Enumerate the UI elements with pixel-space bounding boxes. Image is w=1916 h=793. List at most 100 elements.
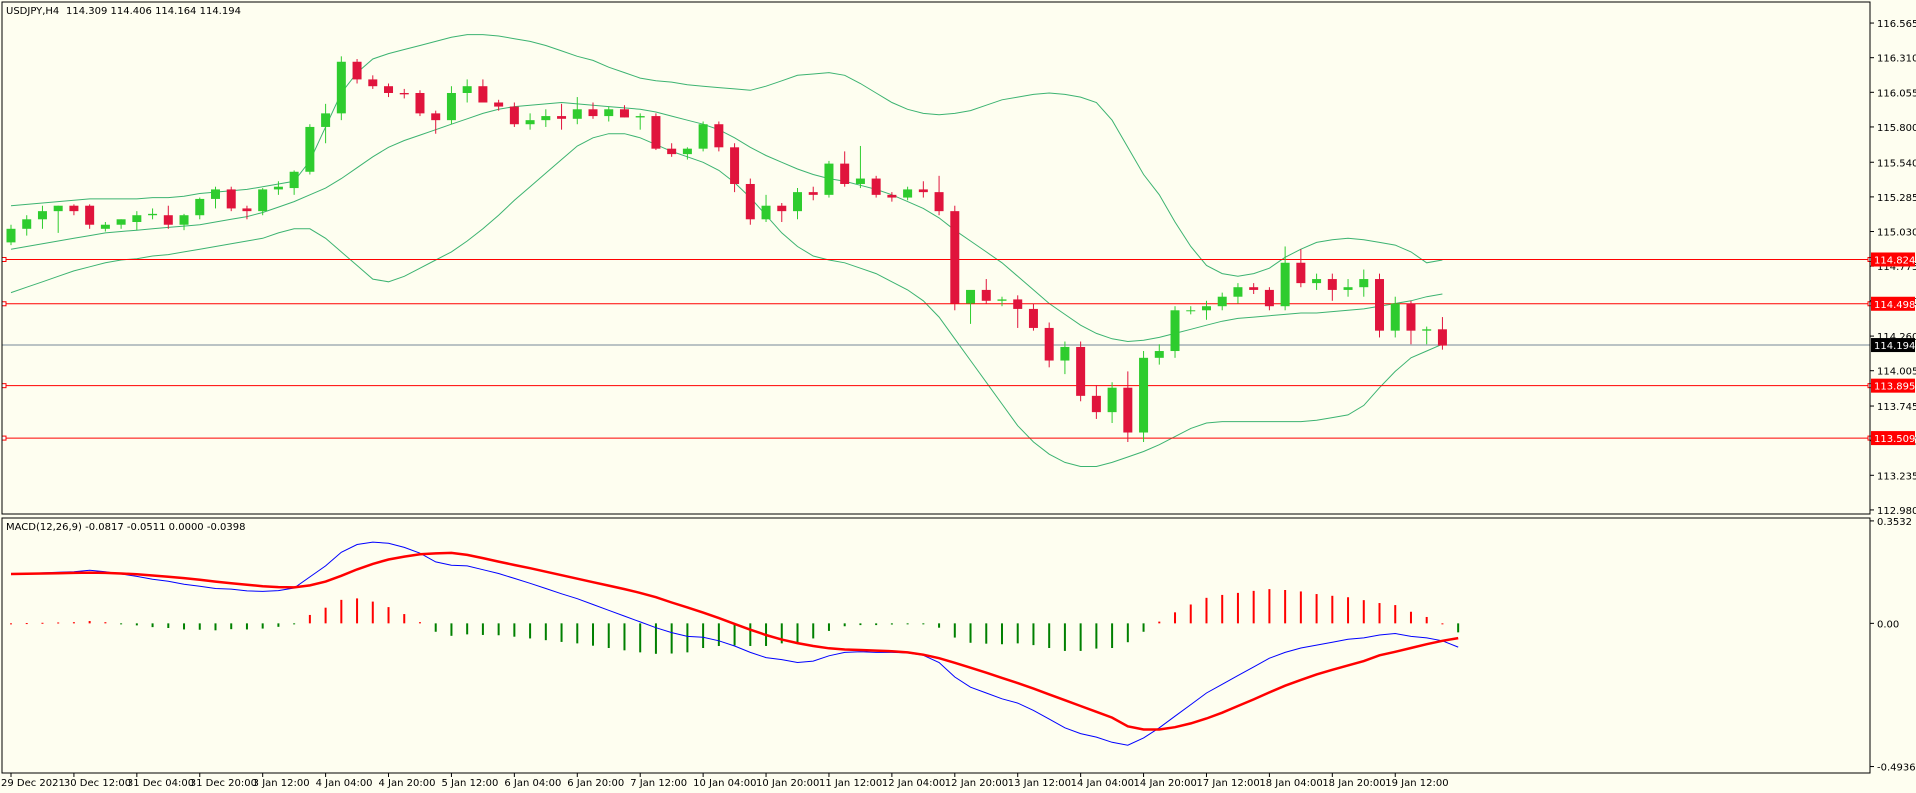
candle-bull[interactable] (1390, 303, 1400, 331)
candle-bear[interactable] (1044, 327, 1054, 361)
candle-bear[interactable] (368, 79, 378, 87)
candles-group[interactable] (6, 56, 1447, 443)
candle-bull[interactable] (1107, 387, 1117, 413)
candle-bear[interactable] (651, 116, 661, 149)
candle-bear[interactable] (399, 92, 409, 95)
candle-bull[interactable] (793, 192, 802, 212)
candle-bull[interactable] (210, 189, 220, 199)
candle-bear[interactable] (1375, 279, 1385, 331)
candle-bull[interactable] (1422, 329, 1432, 331)
candle-bear[interactable] (1437, 329, 1447, 346)
candle-bull[interactable] (22, 219, 32, 229)
candle-bull[interactable] (1233, 287, 1243, 297)
candle-bear[interactable] (1264, 289, 1274, 307)
candle-bear[interactable] (730, 147, 740, 184)
candle-bear[interactable] (69, 205, 79, 212)
candle-bear[interactable] (352, 61, 362, 80)
candle-bear[interactable] (478, 86, 488, 103)
candle-bear[interactable] (934, 192, 944, 212)
candle-bear[interactable] (619, 109, 629, 118)
candle-bull[interactable] (1343, 287, 1353, 290)
candle-bear[interactable] (1406, 303, 1416, 331)
candle-bear[interactable] (85, 205, 95, 225)
candle-bull[interactable] (824, 163, 834, 195)
candle-bear[interactable] (1327, 279, 1337, 290)
candle-bull[interactable] (305, 126, 315, 172)
candle-bear[interactable] (415, 92, 425, 114)
candle-bear[interactable] (745, 183, 755, 220)
candle-bear[interactable] (667, 148, 677, 155)
candle-bear[interactable] (1076, 346, 1086, 396)
candle-bear[interactable] (226, 189, 236, 209)
candle-bear[interactable] (808, 192, 818, 195)
candle-bull[interactable] (855, 178, 865, 184)
level-anchor-handle[interactable] (1, 383, 7, 389)
candle-bull[interactable] (604, 109, 614, 117)
candle-bull[interactable] (258, 189, 268, 212)
candle-bull[interactable] (541, 116, 551, 121)
candle-bull[interactable] (1359, 279, 1369, 288)
candle-bull[interactable] (1201, 306, 1211, 311)
candle-bear[interactable] (1296, 262, 1306, 284)
level-anchor-handle[interactable] (1, 435, 7, 441)
candle-bull[interactable] (195, 198, 205, 216)
candle-bear[interactable] (1249, 287, 1259, 290)
candle-bull[interactable] (1217, 296, 1227, 307)
candle-bull[interactable] (1186, 310, 1196, 312)
candle-bull[interactable] (289, 171, 299, 189)
candle-bull[interactable] (682, 148, 692, 155)
candle-bear[interactable] (871, 178, 881, 195)
candle-bull[interactable] (321, 113, 331, 127)
candle-bear[interactable] (509, 106, 519, 125)
candle-bull[interactable] (53, 205, 63, 212)
candle-bull[interactable] (37, 211, 47, 220)
candle-bear[interactable] (1028, 308, 1038, 328)
candle-bear[interactable] (384, 86, 394, 93)
candle-bear[interactable] (557, 116, 567, 119)
candle-bull[interactable] (525, 120, 535, 125)
candle-bull[interactable] (698, 124, 708, 149)
candle-bear[interactable] (840, 163, 850, 184)
horizontal-levels[interactable]: 114.824 114.498 113.895 113.509 114.194 (1, 252, 1915, 446)
candle-bull[interactable] (148, 213, 158, 216)
candle-bear[interactable] (950, 211, 960, 304)
candle-bull[interactable] (903, 189, 913, 198)
candle-bull[interactable] (1170, 310, 1180, 352)
candle-bear[interactable] (494, 102, 504, 107)
candle-bear[interactable] (981, 289, 991, 301)
candle-bear[interactable] (588, 109, 598, 117)
candle-bull[interactable] (1154, 351, 1164, 358)
candle-bull[interactable] (116, 219, 126, 225)
candle-bear[interactable] (887, 194, 897, 198)
candle-bear[interactable] (714, 124, 724, 148)
candle-bear[interactable] (1123, 387, 1133, 433)
candle-bull[interactable] (336, 61, 346, 114)
candle-bull[interactable] (446, 92, 456, 121)
candle-bull[interactable] (462, 86, 472, 93)
candle-bull[interactable] (635, 116, 645, 118)
candle-bull[interactable] (179, 215, 189, 225)
candle-bull[interactable] (966, 289, 976, 304)
candle-bear[interactable] (431, 113, 441, 121)
candle-bear[interactable] (1013, 299, 1023, 309)
level-anchor-handle[interactable] (1, 256, 7, 262)
candle-bull[interactable] (273, 186, 283, 190)
candle-bull[interactable] (1060, 346, 1070, 361)
candle-bear[interactable] (777, 205, 787, 212)
candle-bull[interactable] (132, 215, 142, 223)
candle-bear[interactable] (918, 189, 928, 193)
candle-bull[interactable] (572, 109, 582, 119)
candle-bear[interactable] (1091, 395, 1101, 413)
candle-bull[interactable] (6, 228, 16, 243)
candle-bear[interactable] (242, 208, 252, 212)
candle-bull[interactable] (761, 205, 771, 220)
level-anchor-handle[interactable] (1, 301, 7, 307)
candle-bull[interactable] (1280, 262, 1290, 307)
candle-bull[interactable] (100, 224, 110, 229)
candle-bull[interactable] (1312, 279, 1322, 284)
candle-bear[interactable] (163, 215, 173, 225)
candle-bull[interactable] (1139, 357, 1149, 433)
candle-bull[interactable] (997, 299, 1007, 301)
